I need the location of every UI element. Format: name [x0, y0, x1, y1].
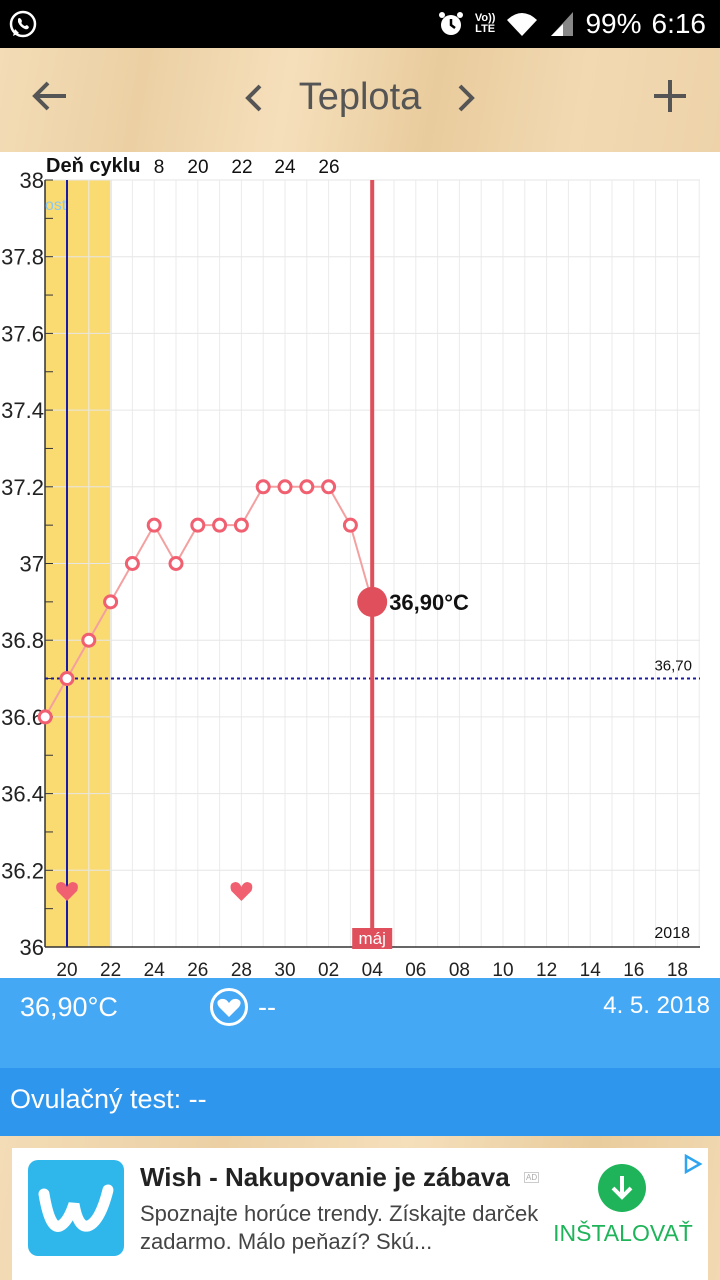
y-tick-label: 36.6 [1, 705, 44, 730]
x-tick-label: 02 [318, 960, 339, 978]
intercourse-value: -- [258, 992, 276, 1022]
install-button[interactable]: INŠTALOVAŤ [553, 1220, 693, 1246]
selected-temperature-point[interactable] [357, 586, 388, 617]
temperature-point [233, 517, 249, 533]
temperature-point [103, 594, 119, 610]
y-tick-label: 36 [20, 935, 44, 960]
temperature-point [255, 479, 271, 495]
x-tick-label: 08 [449, 960, 470, 978]
y-tick-label: 37 [20, 552, 44, 577]
y-tick-label: 36.2 [1, 858, 44, 883]
battery-level: 99% [585, 8, 642, 39]
wish-logo-icon[interactable] [28, 1160, 124, 1256]
chevron-left-icon[interactable] [240, 80, 268, 116]
x-tick-label: 10 [492, 960, 513, 978]
cycle-tick-label: 24 [274, 157, 296, 178]
temperature-point [37, 709, 53, 725]
ad-area: Wish - Nakupovanie je zábava AD Spoznajt… [0, 1136, 720, 1280]
temperature-point [321, 479, 337, 495]
ad-badge: AD [524, 1172, 540, 1183]
status-bar: Vo)) LTE 99% 6:16 [0, 0, 720, 48]
cycle-day-label: Deň cyklu [46, 155, 140, 177]
x-tick-label: 24 [144, 960, 166, 978]
temperature-point [168, 556, 184, 571]
x-tick-label: 14 [580, 960, 602, 978]
year-label: 2018 [654, 925, 690, 942]
y-tick-label: 36.4 [1, 782, 44, 807]
wifi-icon [507, 13, 538, 36]
signal-icon [551, 12, 574, 36]
temperature-line [44, 485, 374, 718]
temperature-point [146, 517, 162, 533]
x-tick-label: 18 [667, 960, 688, 978]
x-tick-label: 16 [623, 960, 644, 978]
y-tick-label: 37.6 [1, 321, 44, 346]
temperature-point [299, 479, 315, 495]
cycle-tick-label: 26 [318, 157, 339, 178]
info-panel[interactable]: 36,90°C -- 4. 5. 2018 [0, 978, 720, 1068]
selected-date: 4. 5. 2018 [603, 992, 710, 1019]
arrow-back-icon[interactable] [28, 74, 72, 118]
heart-icon [56, 882, 78, 901]
fertile-label: osť [45, 197, 69, 214]
chart-canvas[interactable]: 38 37.8 37.6 37.4 37.2 37 36.8 36.6 36.4 36.2 36 os… [0, 152, 720, 978]
page-title: Teplota [298, 76, 422, 118]
ad-description: Spoznajte horúce trendy. Získajte darček… [140, 1201, 539, 1254]
whatsapp-icon [9, 10, 37, 38]
lte-indicator: Vo)) LTE [474, 12, 496, 35]
cycle-row-bg [45, 152, 720, 179]
temperature-point [59, 671, 75, 687]
y-tick-label: 37.8 [1, 245, 44, 270]
y-tick-label: 38 [20, 168, 44, 193]
temperature-chart[interactable]: 38 37.8 37.6 37.4 37.2 37 36.8 36.6 36.4 36.2 36 os… [0, 152, 720, 978]
ovulation-test-label: Ovulačný test: -- [10, 1084, 207, 1114]
chevron-right-icon[interactable] [452, 80, 480, 116]
ad-banner[interactable]: Wish - Nakupovanie je zábava AD Spoznajt… [12, 1148, 708, 1280]
plus-icon[interactable] [648, 74, 692, 118]
y-tick-label: 36.8 [1, 628, 44, 653]
x-tick-label: 26 [187, 960, 208, 978]
x-tick-label: 04 [362, 960, 384, 978]
selected-temperature-label: 36,90°C [389, 590, 469, 615]
x-tick-label: 12 [536, 960, 557, 978]
temperature-point [342, 517, 358, 533]
selected-temperature: 36,90°C [20, 992, 118, 1022]
temperature-point [81, 632, 97, 648]
temperature-point [190, 517, 206, 533]
clock: 6:16 [651, 8, 707, 39]
download-icon[interactable] [598, 1164, 646, 1212]
coverline-label: 36,70 [654, 658, 692, 675]
y-tick-label: 37.2 [1, 475, 44, 500]
x-tick-label: 28 [231, 960, 252, 978]
heart-icon [230, 882, 253, 901]
alarm-icon [438, 12, 463, 35]
ovulation-test-row[interactable]: Ovulačný test: -- [0, 1068, 720, 1136]
x-tick-label: 06 [405, 960, 426, 978]
toolbar: Teplota [0, 48, 720, 152]
temperature-point [277, 479, 293, 495]
month-badge [352, 928, 393, 949]
temperature-point [212, 517, 228, 533]
cycle-tick-label: 22 [231, 157, 252, 178]
x-tick-label: 30 [274, 960, 295, 978]
x-tick-label: 22 [100, 960, 121, 978]
cycle-tick-label: 8 [154, 157, 165, 178]
cycle-tick-label: 20 [187, 157, 208, 178]
month-label: máj [358, 929, 385, 948]
temperature-point [124, 556, 140, 571]
ad-app-name[interactable]: Wish - Nakupovanie je zábava [140, 1162, 510, 1192]
adchoices-icon[interactable] [680, 1152, 704, 1176]
y-tick-label: 37.4 [1, 398, 44, 423]
heart-icon[interactable] [210, 988, 248, 1026]
x-tick-label: 20 [56, 960, 77, 978]
